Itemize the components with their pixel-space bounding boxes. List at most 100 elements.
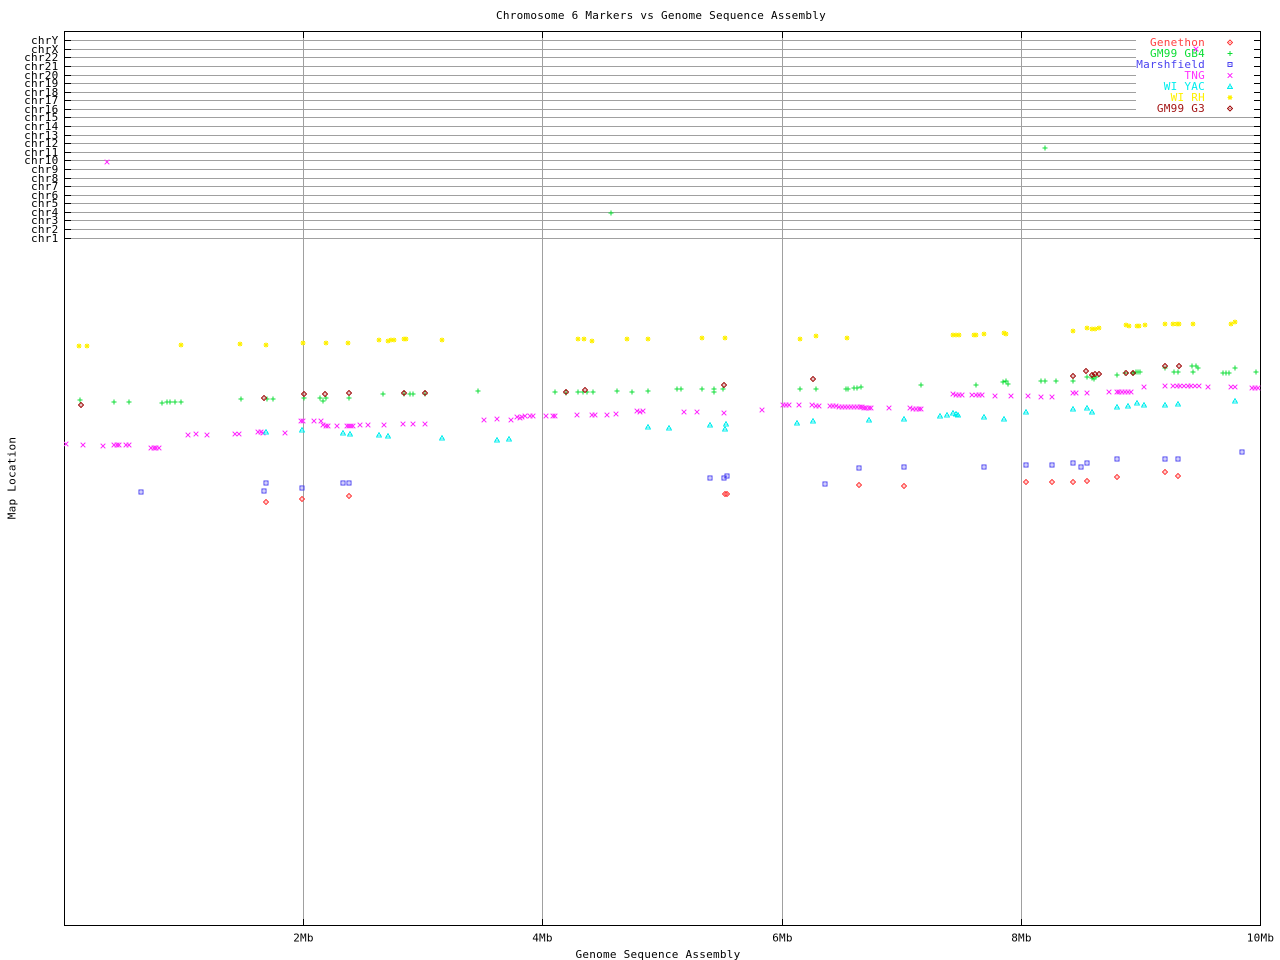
marker-point [439,435,445,441]
marker-point [796,335,804,343]
marker-point [574,412,580,418]
marker-point [1177,383,1183,389]
marker-point [75,342,83,350]
marker-point [900,482,908,490]
marker-point [721,334,729,342]
marker-point [992,393,998,399]
marker-point [707,475,713,481]
marker-point [410,421,416,427]
marker-point [177,398,185,406]
x-tick-label: 8Mb [1011,932,1032,945]
marker-point [1038,394,1044,400]
y-tick-label: chr4 [31,206,59,219]
marker-point [1255,385,1261,391]
marker-point [375,336,383,344]
y-tick-label: chr16 [24,103,58,116]
marker-point [981,464,987,470]
marker-point [796,402,802,408]
marker-point [1232,384,1238,390]
marker-point [409,390,417,398]
marker-point [628,388,636,396]
marker-point [481,417,487,423]
marker-point [77,401,85,409]
marker-point [1023,409,1029,415]
marker-point [262,341,270,349]
marker-point [385,433,391,439]
marker-point [156,445,162,451]
legend-label: Marshfield [1136,58,1205,71]
marker-point [381,422,387,428]
marker-point [1113,473,1121,481]
marker-point [981,414,987,420]
marker-point [1188,383,1194,389]
marker-point [816,403,822,409]
marker-point [1162,402,1168,408]
legend-marker-box-icon [1227,62,1233,67]
marker-point [1170,383,1176,389]
marker-point [1128,389,1134,395]
marker-point [623,335,631,343]
marker-point [786,402,792,408]
marker-point [613,411,619,417]
y-tick-label: chrX [31,43,59,56]
marker-point [999,378,1007,386]
x-tick-label: 4Mb [532,932,553,945]
marker-point [645,424,651,430]
marker-point [171,398,179,406]
marker-point [644,387,652,395]
chart-title: Chromosome 6 Markers vs Genome Sequence … [496,9,826,22]
marker-point [1091,325,1099,333]
marker-point [1069,478,1077,486]
marker-point [1141,321,1149,329]
y-tick-label: chr12 [24,137,58,150]
marker-point [980,330,988,338]
marker-point [588,337,596,345]
marker-point [494,437,500,443]
x-tick-label: 10Mb [1247,932,1275,945]
marker-point [886,405,892,411]
marker-point [1232,398,1238,404]
marker-point [1001,416,1007,422]
marker-point [969,392,975,398]
y-tick-label: chr1 [31,232,59,245]
marker-point [1078,464,1084,470]
marker-point [1162,456,1168,462]
series-gm99-g3 [77,362,1183,409]
marker-point [346,480,352,486]
y-tick-label: chr5 [31,197,59,210]
marker-point [1008,393,1014,399]
series-marshfield [138,449,1245,495]
marker-point [972,331,980,339]
marker-point [1084,405,1090,411]
marker-point [345,492,353,500]
marker-point [1181,383,1187,389]
y-tick-label: chr19 [24,77,58,90]
marker-point [422,421,428,427]
marker-point [379,390,387,398]
marker-point [1161,320,1169,328]
marker-point [138,489,144,495]
marker-point [1175,320,1183,328]
marker-point [937,413,943,419]
legend-label: WI YAC [1164,80,1205,93]
marker-point [438,336,446,344]
marker-point [1114,404,1120,410]
marker-point [334,423,340,429]
marker-point [376,432,382,438]
marker-point [1252,368,1260,376]
series-wi-yac [263,398,1238,443]
marker-point [1174,472,1182,480]
plot-border [64,31,1261,926]
marker-point [1113,371,1121,379]
marker-point [866,417,872,423]
marker-point [494,416,500,422]
series-tng [64,46,1261,451]
marker-point [1049,394,1055,400]
y-tick-label: chr15 [24,111,58,124]
y-tick-label: chr7 [31,180,59,193]
marker-point [260,394,268,402]
marker-point [809,375,817,383]
marker-point [236,431,242,437]
marker-point [76,396,84,404]
marker-point [100,443,106,449]
